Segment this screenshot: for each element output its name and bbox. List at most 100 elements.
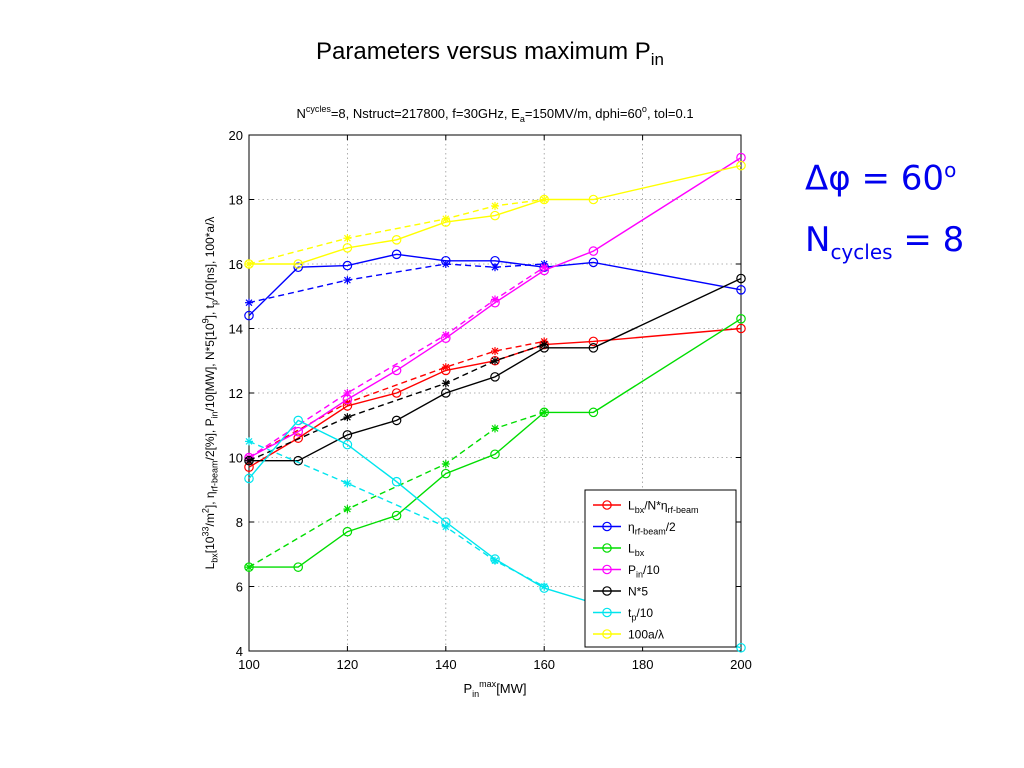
series-1-circle-marker: [736, 284, 746, 295]
series-5-circle-marker: [391, 476, 402, 487]
y-tick-label: 12: [229, 386, 243, 401]
series-1-circle-marker: [490, 255, 500, 266]
series-4-solid-line: [249, 277, 742, 462]
legend-label: tp/10: [628, 606, 653, 623]
series-4-circle-marker: [342, 430, 353, 440]
series-0-circle-marker: [440, 365, 451, 376]
series-2-star-marker: [491, 424, 499, 433]
legend-label: Pin/10: [628, 563, 660, 580]
x-tick-label: 180: [632, 657, 654, 672]
x-axis-label: Pinmax[MW]: [463, 679, 526, 699]
phase-advance-note: Δφ = 60o: [805, 158, 957, 199]
series-1-circle-marker: [539, 262, 549, 273]
series-3-solid-line: [248, 157, 742, 459]
series-1-circle-marker: [391, 249, 402, 260]
series-6-circle-marker: [342, 243, 353, 253]
y-tick-label: 4: [236, 644, 243, 659]
series-5-circle-marker: [440, 517, 451, 527]
y-tick-label: 18: [229, 193, 243, 208]
series-6-circle-marker: [736, 160, 746, 171]
x-tick-label: 140: [435, 657, 457, 672]
series-0-solid-line: [248, 327, 742, 468]
series-1-circle-marker: [342, 260, 353, 271]
series-5-star-marker: [441, 522, 450, 531]
series-2-star-marker: [441, 459, 450, 468]
series-2-circle-marker: [342, 526, 353, 537]
series-4-star-marker: [343, 413, 352, 422]
series-0-circle-marker: [588, 336, 599, 347]
series-6-solid-line: [249, 164, 742, 265]
series-3-circle-marker: [342, 394, 353, 405]
series-0-circle-marker: [539, 339, 549, 350]
y-tick-label: 10: [229, 451, 243, 466]
series-2-circle-marker: [391, 510, 402, 521]
series-1-solid-line: [248, 253, 742, 317]
series-3-circle-marker: [539, 265, 549, 276]
series-6-star-marker: [343, 234, 352, 243]
series-4-circle-marker: [293, 455, 303, 466]
series-1-circle-marker: [293, 262, 303, 273]
series-6-star-marker: [491, 201, 499, 210]
series-2-circle-marker: [736, 314, 746, 324]
series-2-circle-marker: [440, 468, 451, 479]
legend-label: 100a/λ: [628, 628, 664, 642]
series-3-circle-marker: [588, 246, 599, 256]
series-2-circle-marker: [293, 562, 303, 572]
series-6-circle-marker: [588, 194, 599, 205]
series-6-circle-marker: [293, 259, 303, 269]
y-tick-label: 14: [229, 322, 243, 337]
legend-label: Lbx/N*ηrf-beam: [628, 499, 699, 516]
legend-box: [584, 489, 737, 648]
series-1-circle-marker: [244, 310, 254, 321]
legend-marker: [602, 500, 612, 510]
series-5-circle-marker: [490, 554, 500, 564]
series-6-circle-marker: [244, 259, 254, 269]
slide-title: Parameters versus maximum Pin: [316, 38, 664, 69]
legend-marker: [602, 586, 612, 596]
series-4-circle-marker: [244, 455, 254, 466]
x-tick-label: 160: [533, 657, 555, 672]
series-2-circle-marker: [244, 562, 254, 572]
series-5-circle-marker: [293, 415, 303, 426]
legend-label: Lbx: [628, 542, 645, 559]
series-2-circle-marker: [490, 449, 500, 460]
legend-label: N*5: [628, 585, 648, 599]
series-2-circle-marker: [539, 407, 549, 418]
series-5-circle-marker: [244, 473, 254, 484]
series-0-circle-marker: [391, 388, 402, 398]
legend-marker: [602, 543, 612, 553]
series-4-circle-marker: [736, 273, 746, 284]
series-3-circle-marker: [293, 426, 303, 437]
series-4-star-marker: [491, 356, 499, 365]
series-4-circle-marker: [588, 343, 599, 353]
legend-marker: [602, 521, 612, 532]
series-6-circle-marker: [490, 210, 500, 221]
series-1-circle-marker: [440, 255, 451, 266]
series-4-circle-marker: [440, 388, 451, 398]
chart-title: Ncycles=8, Nstruct=217800, f=30GHz, Ea=1…: [296, 104, 693, 124]
x-tick-label: 200: [730, 657, 752, 672]
cycles-note: Ncycles = 8: [805, 220, 965, 264]
x-tick-label: 100: [238, 657, 260, 672]
series-0-circle-marker: [342, 401, 353, 411]
series-5-circle-marker: [342, 439, 353, 450]
series-5-circle-marker: [539, 583, 549, 593]
series-2-solid-line: [249, 318, 742, 568]
y-axis-label: Lbx[1033/m2], ηrf-beam/2[%], Pin/10[MW],…: [201, 217, 220, 570]
series-4-circle-marker: [539, 343, 549, 353]
series-6-circle-marker: [539, 194, 549, 205]
series-5-star-marker: [343, 479, 352, 488]
series-1-star-marker: [245, 298, 253, 307]
series-0-star-marker: [491, 347, 499, 356]
series-0-circle-marker: [490, 355, 500, 366]
y-tick-label: 16: [229, 257, 243, 272]
series-3-circle-marker: [440, 333, 451, 343]
series-5-circle-marker: [736, 642, 746, 653]
series-2-circle-marker: [588, 407, 599, 418]
x-tick-label: 120: [337, 657, 359, 672]
y-tick-label: 6: [236, 580, 243, 595]
series-5-star-marker: [245, 437, 253, 446]
series-5-solid-line: [248, 419, 742, 649]
legend-marker: [602, 607, 612, 618]
